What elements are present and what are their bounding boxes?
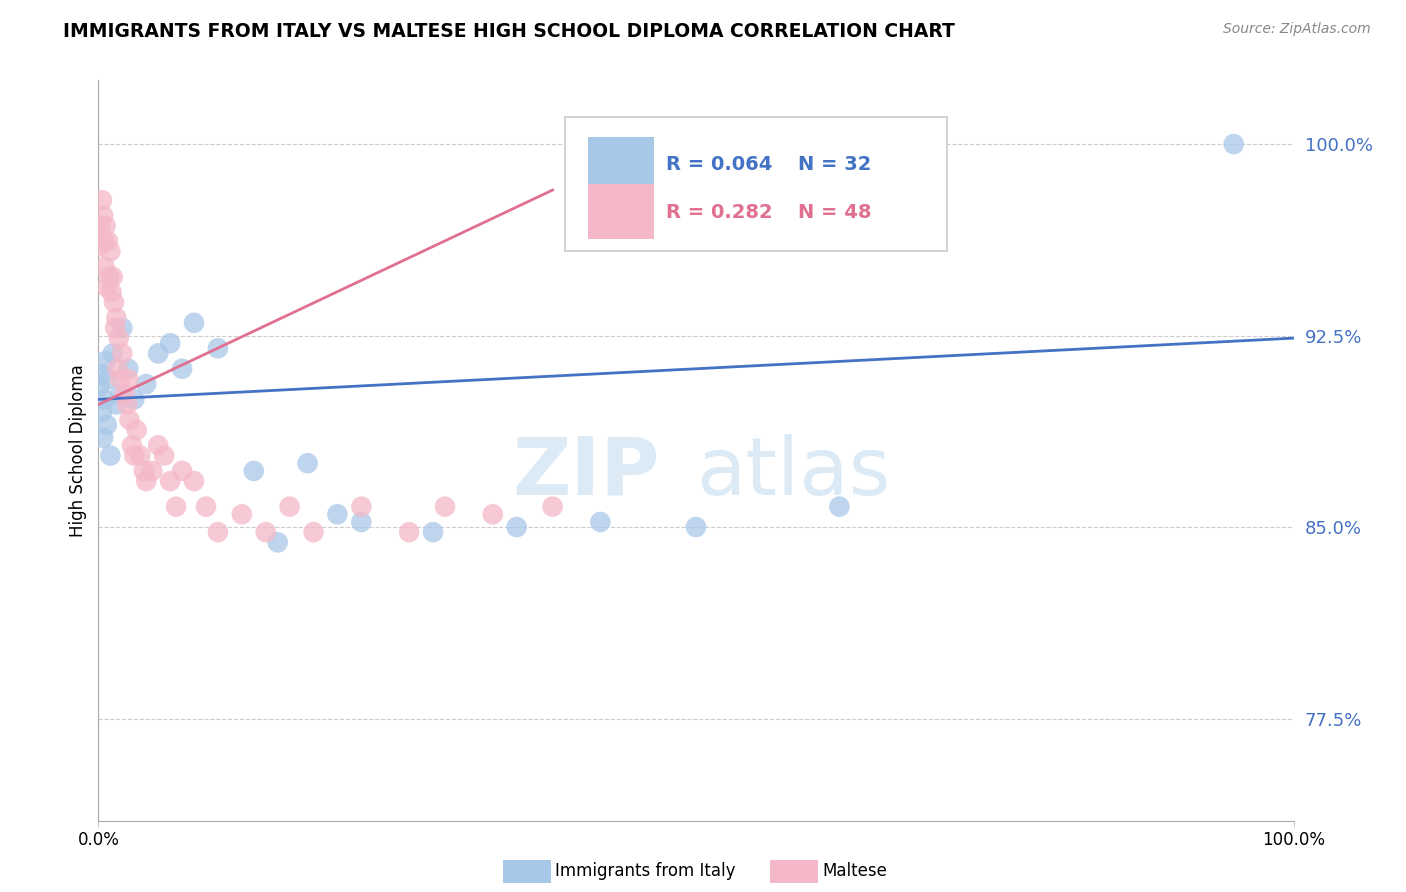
Point	[104, 321, 127, 335]
Point	[135, 377, 157, 392]
Point	[93, 260, 115, 274]
Text: R = 0.282: R = 0.282	[666, 202, 773, 221]
Point	[117, 372, 139, 386]
Point	[89, 239, 111, 253]
Point	[97, 372, 120, 386]
Point	[121, 438, 143, 452]
Point	[91, 194, 114, 208]
Point	[132, 464, 155, 478]
Text: Source: ZipAtlas.com: Source: ZipAtlas.com	[1223, 22, 1371, 37]
Point	[828, 500, 851, 514]
Point	[111, 346, 134, 360]
Point	[231, 508, 253, 522]
Point	[243, 464, 266, 478]
Point	[101, 346, 124, 360]
Point	[207, 342, 229, 356]
Point	[125, 423, 148, 437]
Point	[103, 295, 125, 310]
Point	[172, 464, 194, 478]
Point	[326, 508, 349, 522]
Point	[91, 209, 114, 223]
Point	[111, 321, 134, 335]
Point	[148, 438, 170, 452]
Point	[422, 525, 444, 540]
Point	[118, 413, 141, 427]
Point	[207, 525, 229, 540]
Point	[297, 456, 319, 470]
Point	[108, 372, 131, 386]
Point	[98, 449, 122, 463]
Point	[94, 219, 117, 233]
Text: IMMIGRANTS FROM ITALY VS MALTESE HIGH SCHOOL DIPLOMA CORRELATION CHART: IMMIGRANTS FROM ITALY VS MALTESE HIGH SC…	[63, 22, 955, 41]
Point	[90, 367, 112, 381]
Point	[278, 500, 301, 514]
Point	[685, 520, 707, 534]
Point	[350, 500, 373, 514]
Point	[98, 244, 122, 259]
Point	[135, 474, 157, 488]
Point	[183, 316, 205, 330]
Text: Immigrants from Italy: Immigrants from Italy	[555, 863, 735, 880]
Point	[148, 346, 170, 360]
Point	[481, 508, 505, 522]
Point	[1223, 137, 1246, 152]
Point	[89, 379, 111, 393]
Point	[589, 515, 612, 529]
Point	[195, 500, 218, 514]
Point	[124, 392, 146, 407]
Point	[94, 354, 117, 368]
Text: N = 48: N = 48	[797, 202, 872, 221]
Point	[93, 392, 115, 407]
Point	[114, 387, 136, 401]
Point	[141, 464, 163, 478]
Point	[96, 417, 118, 432]
Point	[107, 331, 129, 345]
Point	[101, 269, 124, 284]
Point	[124, 449, 146, 463]
Point	[108, 387, 131, 401]
Point	[90, 219, 112, 233]
Point	[541, 500, 564, 514]
Point	[434, 500, 457, 514]
Point	[129, 449, 152, 463]
Point	[153, 449, 176, 463]
Text: Maltese: Maltese	[823, 863, 887, 880]
Point	[117, 361, 139, 376]
Point	[302, 525, 325, 540]
FancyBboxPatch shape	[589, 184, 654, 239]
Text: N = 32: N = 32	[797, 155, 870, 174]
Point	[107, 361, 129, 376]
Point	[159, 336, 181, 351]
Point	[159, 474, 181, 488]
Point	[97, 234, 120, 248]
Text: ZIP: ZIP	[513, 434, 661, 512]
Point	[350, 515, 373, 529]
Y-axis label: High School Diploma: High School Diploma	[69, 364, 87, 537]
Point	[183, 474, 205, 488]
Point	[98, 269, 121, 284]
Point	[115, 397, 138, 411]
Point	[172, 361, 194, 376]
Point	[100, 285, 122, 300]
Point	[91, 431, 114, 445]
Point	[105, 310, 128, 325]
Text: R = 0.064: R = 0.064	[666, 155, 772, 174]
FancyBboxPatch shape	[589, 137, 654, 193]
Point	[96, 280, 118, 294]
Point	[165, 500, 187, 514]
FancyBboxPatch shape	[565, 118, 948, 251]
Point	[105, 397, 128, 411]
Point	[254, 525, 277, 540]
Point	[91, 405, 114, 419]
Point	[506, 520, 529, 534]
Point	[93, 234, 115, 248]
Point	[398, 525, 420, 540]
Text: atlas: atlas	[696, 434, 890, 512]
Point	[267, 535, 290, 549]
